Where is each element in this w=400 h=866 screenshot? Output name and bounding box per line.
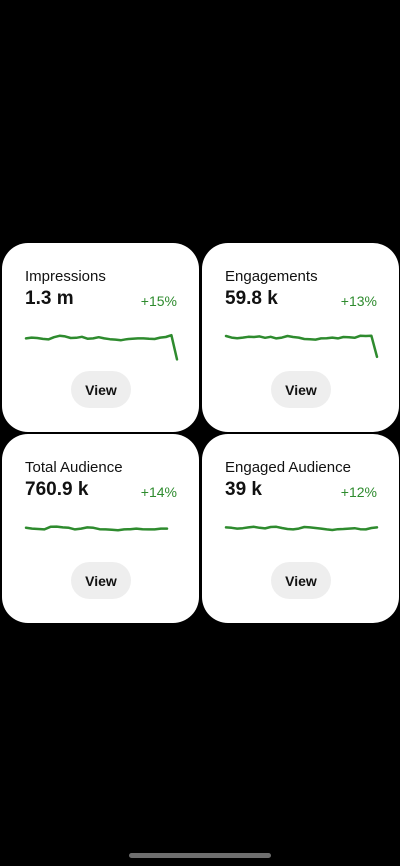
- metric-label: Total Audience: [25, 459, 123, 476]
- view-engaged-audience-button[interactable]: View: [271, 562, 331, 599]
- engagements-card: Engagements 59.8 k +13% View: [202, 243, 399, 432]
- trend-sparkline: [224, 334, 379, 359]
- trend-sparkline: [224, 525, 379, 532]
- metric-label: Engagements: [225, 268, 318, 285]
- view-total-audience-button[interactable]: View: [71, 562, 131, 599]
- trend-sparkline: [24, 525, 169, 532]
- trend-line: [224, 334, 379, 359]
- home-indicator[interactable]: [129, 853, 271, 858]
- trend-sparkline: [24, 333, 179, 361]
- view-impressions-button[interactable]: View: [71, 371, 131, 408]
- impressions-card: Impressions 1.3 m +15% View: [2, 243, 199, 432]
- engaged-audience-card: Engaged Audience 39 k +12% View: [202, 434, 399, 623]
- trend-line: [24, 333, 179, 361]
- view-engagements-button[interactable]: View: [271, 371, 331, 408]
- metric-value: 760.9 k: [25, 479, 89, 500]
- metric-value: 1.3 m: [25, 288, 74, 309]
- metric-change: +14%: [140, 484, 177, 500]
- trend-line: [224, 525, 379, 532]
- metric-change: +12%: [340, 484, 377, 500]
- total-audience-card: Total Audience 760.9 k +14% View: [2, 434, 199, 623]
- metric-label: Impressions: [25, 268, 106, 285]
- metric-value: 59.8 k: [225, 288, 278, 309]
- metric-value: 39 k: [225, 479, 262, 500]
- metrics-grid: Impressions 1.3 m +15% View Engagements …: [0, 241, 400, 624]
- trend-line: [24, 525, 169, 532]
- metric-label: Engaged Audience: [225, 459, 351, 476]
- metric-change: +13%: [340, 293, 377, 309]
- metric-change: +15%: [140, 293, 177, 309]
